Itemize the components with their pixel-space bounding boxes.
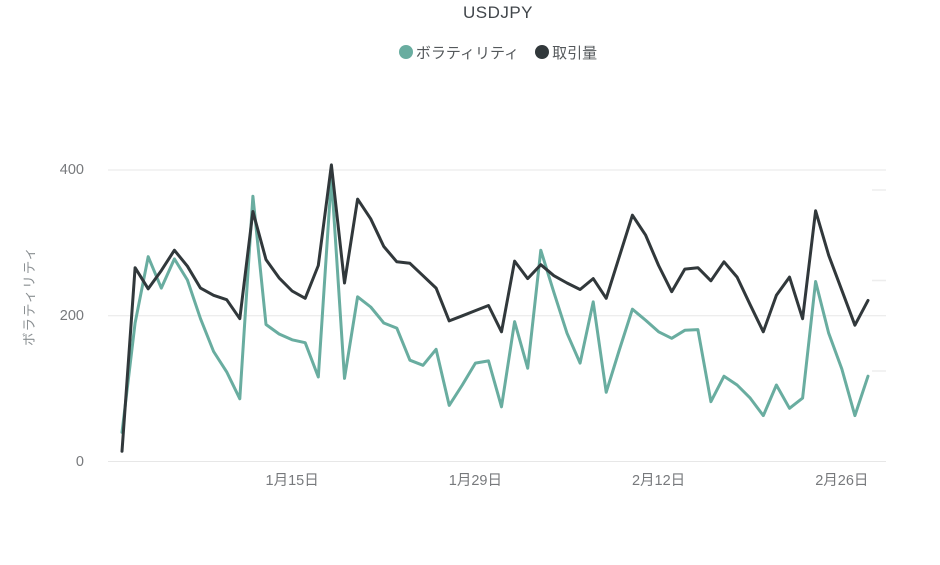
series-lines [120, 163, 870, 453]
legend-label-volume: 取引量 [552, 44, 598, 62]
y-tick-label-200: 200 [59, 307, 84, 324]
legend: ボラティリティ 取引量 [110, 40, 886, 64]
y-tick-label-0: 0 [75, 453, 84, 470]
volatility-legend-dot-icon [398, 45, 413, 59]
x-tick-label-27: 1月29日 [448, 473, 502, 489]
volume-legend-dot-icon [535, 45, 550, 59]
x-tick-label-55: 2月26日 [815, 473, 869, 489]
legend-label-volatility: ボラティリティ [415, 44, 520, 62]
y-tick-label-400: 400 [59, 162, 84, 178]
x-tick-label-13: 1月15日 [265, 473, 319, 489]
legend-item-volatility[interactable]: ボラティリティ [398, 42, 520, 63]
legend-item-volume[interactable]: 取引量 [535, 42, 597, 63]
volatility-line [120, 175, 870, 434]
secondary-axis-gridline-ticks [872, 189, 886, 372]
x-tick-label-41: 2月12日 [631, 473, 686, 489]
volume-line [120, 163, 870, 453]
chart-title: USDJPY [462, 3, 534, 22]
